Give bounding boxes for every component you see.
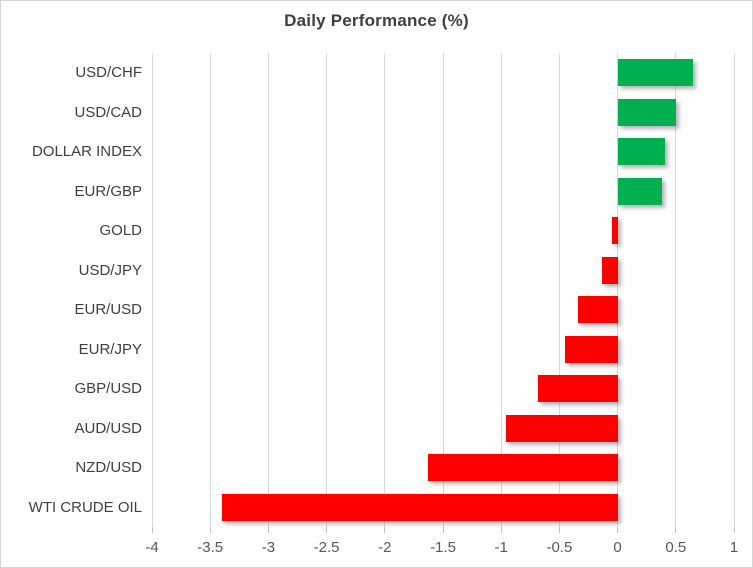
x-tick-label--1: -1 — [494, 539, 508, 556]
bar-wti-crude-oil — [221, 493, 618, 521]
gridline--4 — [151, 53, 153, 527]
bar-eur-usd — [578, 296, 618, 324]
gridline--1.5 — [442, 53, 444, 527]
chart-title: Daily Performance (%) — [284, 11, 469, 30]
category-label-wti-crude-oil: WTI CRUDE OIL — [28, 498, 142, 516]
category-label-aud-usd: AUD/USD — [74, 419, 142, 437]
x-tick-label--1.5: -1.5 — [430, 539, 456, 556]
tick-mark--2.5 — [326, 527, 328, 533]
x-axis: -4 -3.5 -3 -2.5 -2 -1.5 -1 -0.5 0 0.5 1 — [145, 527, 738, 567]
tick-mark--2 — [384, 527, 386, 533]
gridline--2 — [384, 53, 386, 527]
bar-usd-cad — [617, 98, 676, 126]
tick-mark-0.5 — [675, 527, 677, 533]
x-tick-label-1: 1 — [729, 539, 739, 556]
category-label-usd-jpy: USD/JPY — [78, 261, 142, 279]
x-tick-label--3: -3 — [261, 539, 276, 556]
gridline-0 — [617, 53, 619, 527]
category-label-eur-gbp: EUR/GBP — [74, 182, 142, 200]
tick-mark-1 — [733, 527, 735, 533]
category-label-eur-usd: EUR/USD — [74, 301, 142, 319]
gridline--1 — [500, 53, 502, 527]
gridline-0.5 — [675, 53, 677, 527]
gridline--0.5 — [558, 53, 560, 527]
bar-eur-gbp — [617, 177, 662, 205]
gridline--3.5 — [209, 53, 211, 527]
bar-eur-jpy — [565, 335, 618, 363]
bar-aud-usd — [505, 414, 618, 442]
x-tick-label--2.5: -2.5 — [313, 539, 340, 556]
tick-mark--1.5 — [442, 527, 444, 533]
bar-usd-chf — [617, 59, 694, 87]
x-tick-label-0.5: 0.5 — [665, 539, 687, 556]
bar-gold — [611, 217, 618, 245]
bar-usd-jpy — [602, 256, 618, 284]
tick-mark--1 — [500, 527, 502, 533]
bar-gbp-usd — [538, 375, 618, 403]
category-label-gbp-usd: GBP/USD — [74, 380, 142, 398]
category-label-gold: GOLD — [99, 222, 142, 240]
bar-dollar-index — [617, 138, 666, 166]
category-label-nzd-usd: NZD/USD — [75, 459, 142, 477]
x-tick-label--4: -4 — [145, 539, 159, 556]
y-axis-category-labels: USD/CHF USD/CAD DOLLAR INDEX EUR/GBP GOLD USD… — [1, 53, 142, 527]
x-tick-label-0: 0 — [613, 539, 622, 556]
category-label-usd-cad: USD/CAD — [74, 103, 142, 121]
gridline--3 — [267, 53, 269, 527]
x-tick-label--0.5: -0.5 — [546, 539, 573, 556]
bar-nzd-usd — [427, 454, 618, 482]
tick-mark--3 — [267, 527, 269, 533]
category-label-dollar-index: DOLLAR INDEX — [31, 143, 142, 161]
tick-mark-0 — [617, 527, 619, 533]
tick-mark--0.5 — [558, 527, 560, 533]
x-tick-label--3.5: -3.5 — [197, 539, 224, 556]
plot-area — [151, 53, 735, 527]
x-tick-label--2: -2 — [378, 539, 392, 556]
gridline-1 — [733, 53, 735, 527]
category-label-usd-chf: USD/CHF — [75, 64, 142, 82]
category-label-eur-jpy: EUR/JPY — [78, 340, 142, 358]
gridline--2.5 — [326, 53, 328, 527]
tick-mark--4 — [151, 527, 153, 533]
tick-mark--3.5 — [209, 527, 211, 533]
